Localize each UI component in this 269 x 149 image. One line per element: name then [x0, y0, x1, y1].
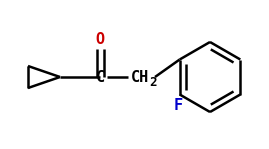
- Text: F: F: [173, 98, 182, 113]
- Text: C: C: [95, 69, 105, 84]
- Text: O: O: [95, 32, 105, 48]
- Text: CH: CH: [131, 69, 149, 84]
- Text: 2: 2: [149, 76, 157, 89]
